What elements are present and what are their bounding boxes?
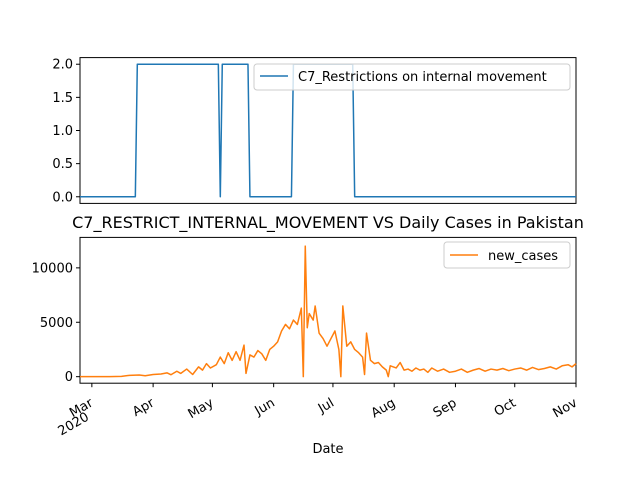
x-tick-label: Nov [551,396,581,422]
series-line-new-cases [79,245,577,378]
y-tick-label: 5000 [40,316,73,331]
bottom-plot-title: C7_RESTRICT_INTERNAL_MOVEMENT VS Daily C… [72,213,584,233]
new-cases-subplot: C7_RESTRICT_INTERNAL_MOVEMENT VS Daily C… [32,213,584,457]
x-tick-label: Jul [315,396,337,417]
top-legend-label: C7_Restrictions on internal movement [298,70,547,85]
x-tick-label: Aug [369,396,398,422]
bottom-legend-box [443,241,571,269]
y-tick-label: 2.0 [52,58,73,73]
top-legend: C7_Restrictions on internal movement [253,63,571,91]
x-tick-label: Oct [492,396,519,420]
top-legend-box [253,63,571,91]
y-tick-label: 1.0 [52,124,73,139]
x-tick-label: Jun [252,396,278,420]
x-tick-label: Apr [130,395,158,420]
bottom-series-group [79,245,577,378]
y-tick-label: 10000 [32,261,73,276]
y-tick-label: 1.5 [52,91,73,106]
x-tick-label: May [186,396,217,423]
x-axis-label: Date [312,442,343,457]
restrictions-subplot: 0.0 0.5 1.0 1.5 2.0 C7_Restrictions on inter… [52,57,577,205]
y-tick-label: 0 [65,370,73,385]
bottom-legend: new_cases [443,241,571,269]
x-tick-label: Sep [431,396,460,421]
bottom-legend-label: new_cases [488,249,558,264]
bottom-y-axis: 0 5000 10000 [32,261,80,385]
bottom-plot-frame [79,236,577,384]
y-tick-label: 0.5 [52,157,73,172]
y-tick-label: 0.0 [52,190,73,205]
top-y-axis: 0.0 0.5 1.0 1.5 2.0 [52,58,80,205]
